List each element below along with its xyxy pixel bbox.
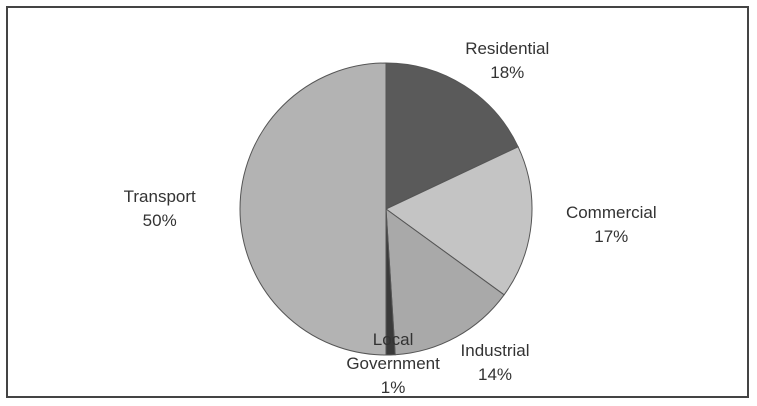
slice-label: Commercial 17% (556, 201, 666, 249)
pie-slice (385, 207, 505, 356)
value-label: 17% (594, 227, 629, 247)
slice-label: Local Government 1% (338, 328, 448, 400)
slice-label: Transport 50% (105, 185, 215, 233)
value-label: 1% (380, 378, 406, 397)
pie-slice (239, 62, 387, 356)
category-label: Commercial (565, 203, 657, 223)
slice-label: Residential 18% (452, 37, 562, 85)
category-label: Residential (465, 39, 550, 59)
value-label: 14% (478, 364, 513, 384)
chart-frame (6, 6, 749, 398)
slice-label: Industrial 14% (440, 339, 550, 387)
category-label: Transport (123, 187, 196, 206)
value-label: 18% (490, 63, 525, 83)
pie-slice (385, 146, 533, 296)
pie-slice (385, 62, 519, 210)
value-label: 50% (142, 211, 177, 230)
category-label: Local Government (346, 330, 440, 373)
category-label: Industrial (460, 340, 530, 360)
